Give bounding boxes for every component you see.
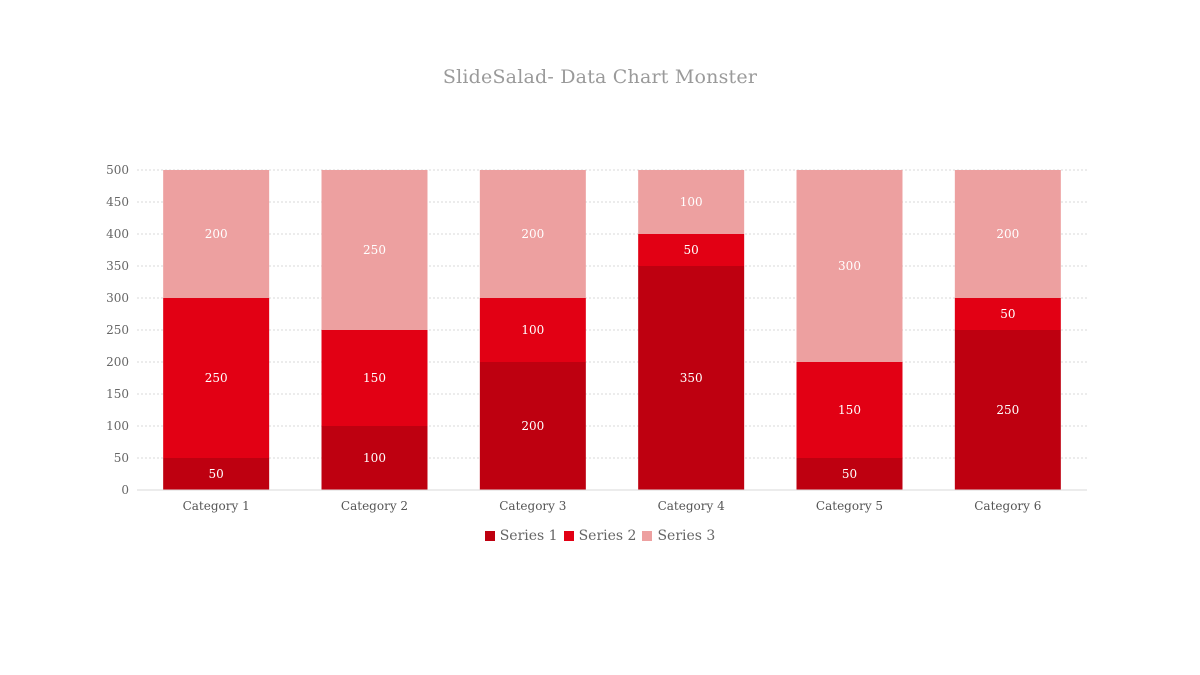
data-label: 200 <box>521 419 544 433</box>
bar-segment <box>163 170 270 298</box>
y-tick-label: 450 <box>106 195 129 209</box>
data-label: 50 <box>209 467 224 481</box>
legend-label: Series 2 <box>578 528 637 544</box>
bar-segment <box>796 362 903 458</box>
data-label: 200 <box>521 227 544 241</box>
bar-segment <box>796 458 903 490</box>
x-axis: Category 1 Category 2 Category 3 Category 4… <box>137 489 1087 513</box>
legend-label: Series 1 <box>499 528 558 544</box>
data-label: 200 <box>996 227 1019 241</box>
y-tick-label: 500 <box>106 163 129 177</box>
legend-swatch <box>642 531 653 541</box>
bar-segment <box>479 362 586 490</box>
data-label: 300 <box>838 259 861 273</box>
bar-segment <box>163 298 270 458</box>
data-label: 50 <box>684 243 699 257</box>
bar-segment <box>954 330 1061 490</box>
data-label: 100 <box>521 323 544 337</box>
data-labels: 50 250 200 100 150 250 200 100 200 350 50 100 50 150 3… <box>205 195 1020 481</box>
x-tick-label: Category 6 <box>974 499 1041 513</box>
y-tick-label: 200 <box>106 355 129 369</box>
y-tick-label: 400 <box>106 227 129 241</box>
bar-segment <box>638 234 745 266</box>
legend-swatch <box>484 531 495 541</box>
data-label: 250 <box>363 243 386 257</box>
bar-segment <box>479 170 586 298</box>
data-label: 150 <box>838 403 861 417</box>
x-tick-label: Category 1 <box>183 499 250 513</box>
data-label: 250 <box>996 403 1019 417</box>
y-tick-label: 350 <box>106 259 129 273</box>
bar-segment <box>163 458 270 490</box>
x-tick-label: Category 5 <box>816 499 883 513</box>
y-tick-label: 0 <box>121 483 129 497</box>
y-tick-label: 100 <box>106 419 129 433</box>
data-label: 200 <box>205 227 228 241</box>
bar-segment <box>638 170 745 234</box>
data-label: 50 <box>842 467 857 481</box>
data-label: 150 <box>363 371 386 385</box>
bar-segment <box>638 266 745 490</box>
bar-segment <box>954 170 1061 298</box>
x-tick-label: Category 4 <box>658 499 725 513</box>
bar-segment <box>954 298 1061 330</box>
legend: Series 1 Series 2 Series 3 <box>0 528 1200 544</box>
y-tick-label: 250 <box>106 323 129 337</box>
data-label: 250 <box>205 371 228 385</box>
x-tick-label: Category 2 <box>341 499 408 513</box>
data-label: 350 <box>680 371 703 385</box>
data-label: 100 <box>363 451 386 465</box>
legend-swatch <box>563 531 574 541</box>
legend-label: Series 3 <box>657 528 716 544</box>
y-axis: 0 50 100 150 200 250 300 350 400 450 500 <box>106 163 129 497</box>
bar-segment <box>321 330 428 426</box>
x-tick-label: Category 3 <box>499 499 566 513</box>
bars <box>163 170 1061 490</box>
legend-item: Series 2 <box>563 528 637 544</box>
gridlines <box>137 169 1087 459</box>
legend-item: Series 3 <box>642 528 715 544</box>
bar-segment <box>479 298 586 362</box>
data-label: 100 <box>680 195 703 209</box>
bar-segment <box>321 170 428 330</box>
y-tick-label: 150 <box>106 387 129 401</box>
chart-title: SlideSalad- Data Chart Monster <box>442 66 758 88</box>
bar-segment <box>321 426 428 490</box>
legend-item: Series 1 <box>484 528 558 544</box>
bar-segment <box>796 170 903 362</box>
data-label: 50 <box>1000 307 1015 321</box>
y-tick-label: 50 <box>114 451 129 465</box>
y-tick-label: 300 <box>106 291 129 305</box>
